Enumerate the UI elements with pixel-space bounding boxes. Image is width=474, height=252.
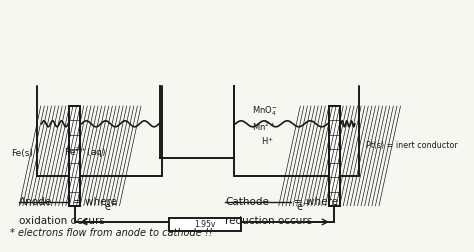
Text: MnO$_4^{-}$: MnO$_4^{-}$	[252, 105, 277, 118]
Bar	[329, 106, 340, 206]
Text: 1.95v: 1.95v	[194, 220, 216, 229]
Bar	[69, 106, 80, 206]
Text: Fe(s): Fe(s)	[11, 149, 33, 159]
Text: reduction occurs: reduction occurs	[225, 216, 312, 226]
Text: Fe$^{2+}$(aq): Fe$^{2+}$(aq)	[64, 145, 106, 160]
Bar	[329, 106, 340, 206]
Text: oxidation occurs: oxidation occurs	[19, 216, 105, 226]
Bar	[169, 218, 241, 231]
Text: * electrons flow from anode to cathode !!: * electrons flow from anode to cathode !…	[10, 228, 213, 238]
Text: Cathode: Cathode	[225, 197, 269, 207]
Text: H$^{+}$: H$^{+}$	[261, 136, 273, 147]
Text: = where: = where	[293, 197, 337, 207]
Text: e$^{-}$: e$^{-}$	[104, 202, 117, 213]
Text: e$^{-}$: e$^{-}$	[296, 202, 310, 213]
Text: Mn$^{2+}$: Mn$^{2+}$	[252, 120, 276, 133]
Bar	[69, 106, 80, 206]
Text: = where: = where	[73, 197, 117, 207]
Text: Pt(s) = inert conductor: Pt(s) = inert conductor	[366, 141, 458, 150]
Text: Anode: Anode	[19, 197, 53, 207]
